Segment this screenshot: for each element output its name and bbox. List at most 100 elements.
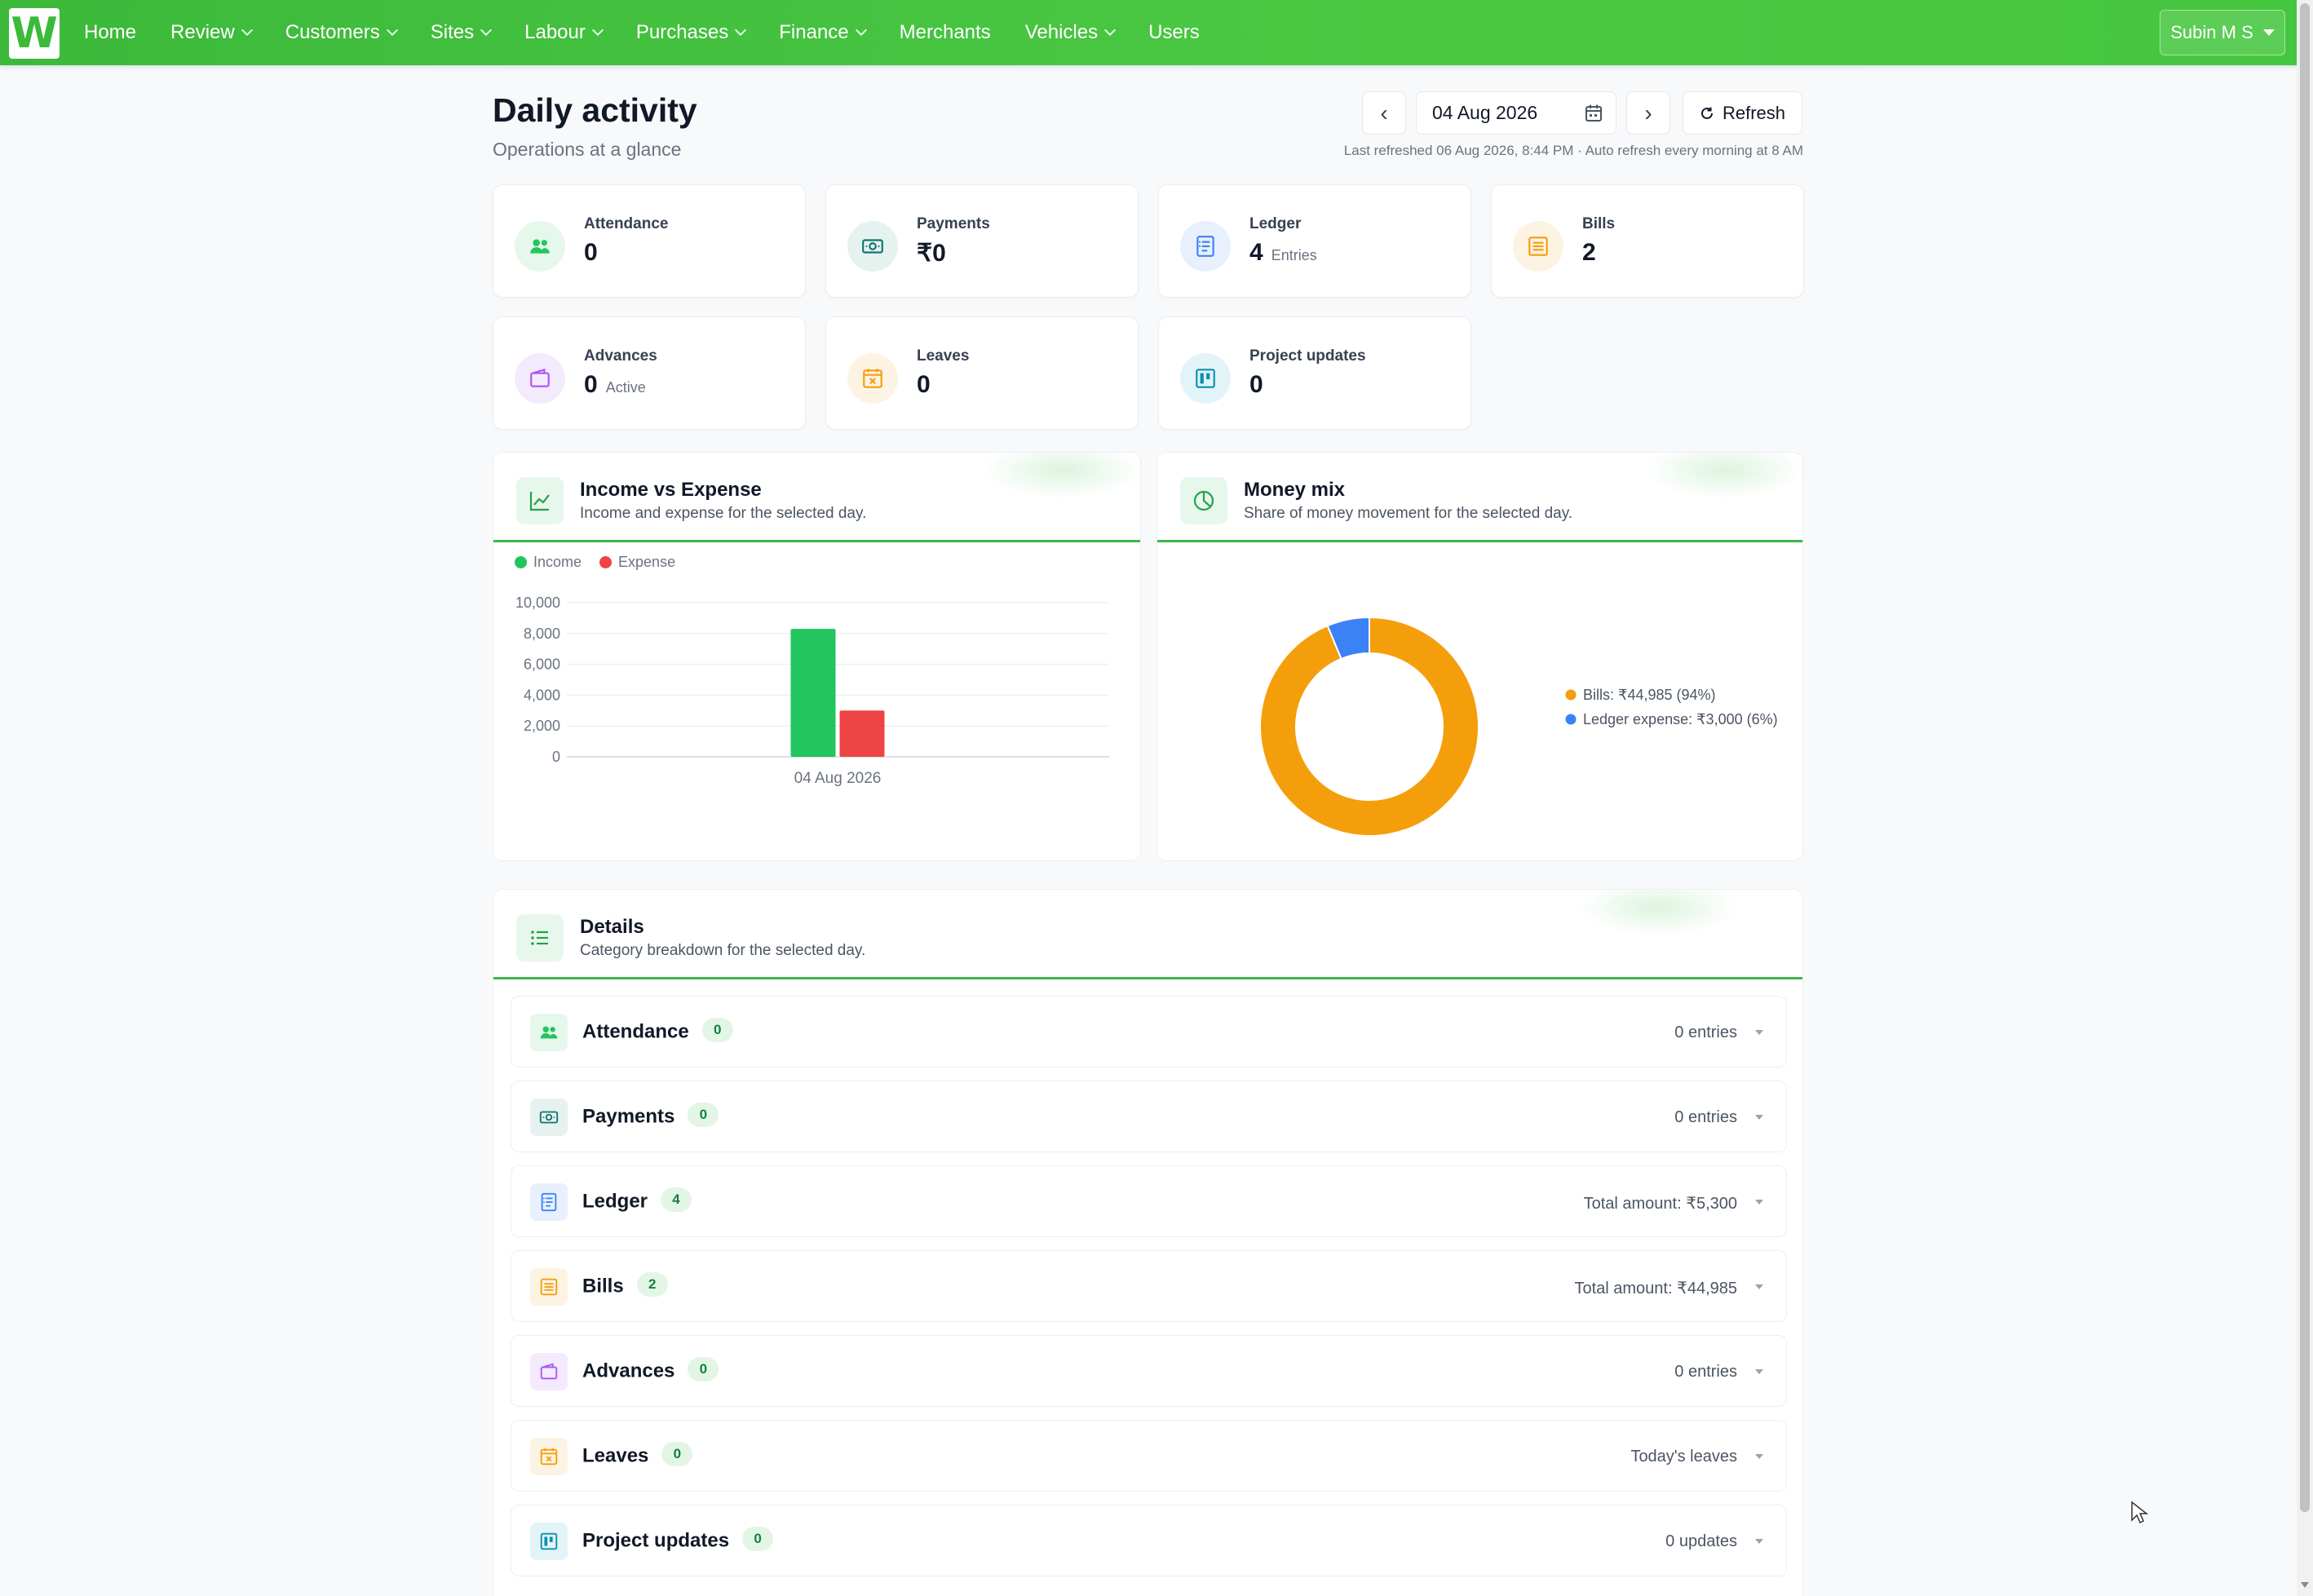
- stat-value: 4: [1249, 239, 1263, 266]
- page-title: Daily activity: [493, 91, 697, 129]
- scroll-down-arrow-icon[interactable]: [2301, 1582, 2309, 1588]
- previous-day-button[interactable]: ‹: [1362, 91, 1406, 135]
- calendar-icon[interactable]: [1585, 104, 1603, 123]
- chevron-down-icon: [735, 24, 747, 37]
- panel-subtitle: Income and expense for the selected day.: [580, 505, 867, 522]
- legend-label: Bills: ₹44,985 (94%): [1583, 687, 1716, 703]
- stat-label: Bills: [1582, 215, 1616, 232]
- expand-caret-icon[interactable]: [1755, 1369, 1763, 1374]
- y-tick-label: 0: [552, 749, 560, 765]
- brand-logo-letter: W: [11, 9, 58, 58]
- details-row-name: Bills: [582, 1275, 624, 1298]
- nav-item-label: Vehicles: [1024, 21, 1099, 43]
- y-tick-label: 6,000: [524, 657, 560, 673]
- panel-header: Money mix Share of money movement for th…: [1157, 453, 1802, 542]
- nav-item-home[interactable]: Home: [67, 21, 153, 44]
- details-row-name: Advances: [582, 1359, 675, 1382]
- date-input[interactable]: 04 Aug 2026: [1416, 91, 1616, 135]
- stat-card-attendance[interactable]: Attendance 0: [493, 184, 806, 298]
- count-badge: 0: [688, 1103, 719, 1127]
- y-tick-label: 4,000: [524, 687, 560, 703]
- stat-unit: Entries: [1271, 247, 1317, 263]
- last-refreshed-text: Last refreshed 06 Aug 2026, 8:44 PM · Au…: [1343, 143, 1803, 158]
- panel-header: Income vs Expense Income and expense for…: [493, 453, 1140, 542]
- users-icon: [530, 1014, 568, 1051]
- expand-caret-icon[interactable]: [1755, 1030, 1763, 1035]
- y-tick-label: 2,000: [524, 718, 560, 734]
- chevron-down-icon: [480, 24, 493, 37]
- donut-slice-0: [1259, 616, 1479, 837]
- x-tick-label: 04 Aug 2026: [794, 770, 882, 787]
- kanban-icon: [530, 1523, 568, 1560]
- kanban-icon: [1180, 353, 1231, 404]
- calendar-x-icon: [847, 353, 898, 404]
- legend-swatch: [1565, 689, 1577, 701]
- legend-expense-label: Expense: [618, 554, 676, 570]
- refresh-label: Refresh: [1722, 102, 1786, 123]
- calendar-x-icon: [530, 1438, 568, 1475]
- refresh-icon: [1700, 107, 1713, 119]
- ledger-icon: [530, 1183, 568, 1221]
- nav-menu: Home Review Customers Sites Labour Purchases F…: [67, 0, 1217, 65]
- expand-caret-icon[interactable]: [1755, 1200, 1763, 1205]
- stat-card-ledger[interactable]: Ledger 4 Entries: [1158, 184, 1471, 298]
- page-scrollbar[interactable]: [2297, 0, 2313, 1596]
- nav-item-sites[interactable]: Sites: [414, 21, 507, 44]
- details-row-summary: 0 entries: [1674, 1023, 1737, 1041]
- stat-value: 0: [1249, 371, 1263, 398]
- expand-caret-icon[interactable]: [1755, 1115, 1763, 1120]
- nav-item-label: Sites: [430, 21, 475, 43]
- scrollbar-thumb[interactable]: [2300, 3, 2310, 1512]
- details-row-leaves[interactable]: Leaves 0 Today's leaves: [511, 1420, 1787, 1492]
- details-row-project-updates[interactable]: Project updates 0 0 updates: [511, 1505, 1787, 1576]
- stat-card-project-updates[interactable]: Project updates 0: [1158, 316, 1471, 430]
- expand-caret-icon[interactable]: [1755, 1284, 1763, 1289]
- chevron-down-icon: [1104, 24, 1117, 37]
- stat-value: 2: [1582, 239, 1596, 266]
- stat-value: 0: [584, 239, 598, 266]
- expand-caret-icon[interactable]: [1755, 1454, 1763, 1459]
- money-mix-donut-chart: Bills: ₹44,985 (94%) Ledger expense: ₹3,0…: [1259, 616, 1778, 837]
- stat-value-group: 0: [584, 239, 598, 267]
- stat-card-advances[interactable]: Advances 0 Active: [493, 316, 806, 430]
- details-row-ledger[interactable]: Ledger 4 Total amount: ₹5,300: [511, 1165, 1787, 1237]
- nav-item-label: Labour: [524, 21, 586, 43]
- details-row-advances[interactable]: Advances 0 0 entries: [511, 1335, 1787, 1407]
- expand-caret-icon[interactable]: [1755, 1539, 1763, 1544]
- nav-item-label: Users: [1148, 21, 1200, 43]
- bill-icon: [530, 1268, 568, 1306]
- stat-card-payments[interactable]: Payments ₹0: [825, 184, 1139, 298]
- count-badge: 0: [688, 1357, 719, 1382]
- details-row-name: Attendance: [582, 1020, 689, 1043]
- nav-item-labour[interactable]: Labour: [507, 21, 619, 44]
- nav-item-finance[interactable]: Finance: [762, 21, 882, 44]
- user-menu-button[interactable]: Subin M S: [2160, 10, 2285, 55]
- y-tick-label: 8,000: [524, 626, 560, 642]
- details-row-attendance[interactable]: Attendance 0 0 entries: [511, 996, 1787, 1068]
- nav-item-purchases[interactable]: Purchases: [619, 21, 762, 44]
- nav-item-customers[interactable]: Customers: [268, 21, 414, 44]
- stat-label: Project updates: [1249, 347, 1366, 365]
- date-value: 04 Aug 2026: [1432, 102, 1538, 123]
- next-day-button[interactable]: ›: [1626, 91, 1670, 135]
- nav-item-merchants[interactable]: Merchants: [882, 21, 1008, 44]
- details-row-payments[interactable]: Payments 0 0 entries: [511, 1081, 1787, 1152]
- mouse-cursor-icon: [2131, 1501, 2148, 1524]
- count-badge: 2: [636, 1272, 668, 1297]
- nav-item-vehicles[interactable]: Vehicles: [1008, 21, 1131, 44]
- nav-item-review[interactable]: Review: [153, 21, 268, 44]
- wallet-icon: [515, 353, 565, 404]
- brand-logo[interactable]: W: [9, 8, 60, 59]
- stat-card-leaves[interactable]: Leaves 0: [825, 316, 1139, 430]
- income-expense-panel: Income vs Expense Income and expense for…: [493, 452, 1141, 861]
- details-row-summary: Today's leaves: [1630, 1448, 1737, 1466]
- panel-title: Money mix: [1244, 479, 1346, 501]
- nav-item-users[interactable]: Users: [1131, 21, 1217, 44]
- legend-expense-swatch: [599, 556, 613, 568]
- details-row-bills[interactable]: Bills 2 Total amount: ₹44,985: [511, 1250, 1787, 1322]
- refresh-button[interactable]: Refresh: [1683, 91, 1802, 135]
- legend-income-swatch: [515, 556, 527, 568]
- stat-card-bills[interactable]: Bills 2: [1491, 184, 1804, 298]
- stat-value-group: 2: [1582, 239, 1596, 267]
- details-row-name: Ledger: [582, 1190, 648, 1213]
